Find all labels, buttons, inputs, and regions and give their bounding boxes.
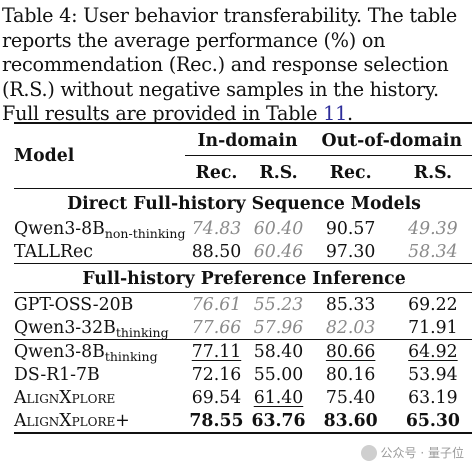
- cell-value: 63.19: [408, 387, 458, 408]
- model-name: DS-R1-7B: [14, 364, 100, 385]
- in-domain-header: In-domain: [185, 124, 310, 158]
- wechat-icon: [360, 444, 377, 461]
- cell-value: 77.66: [191, 317, 242, 338]
- cell-value: 61.40: [253, 387, 304, 408]
- table-row: DS-R1-7B 72.16 55.00 80.16 53.94: [14, 363, 472, 386]
- model-name: AlignXplore: [14, 387, 116, 408]
- out-of-domain-rs-header: R.S.: [413, 163, 453, 183]
- cell-value: 58.34: [408, 241, 458, 262]
- cell-value: 75.40: [325, 387, 376, 408]
- cell-value: 55.23: [253, 294, 304, 315]
- cell-value: 88.50: [191, 241, 242, 262]
- cell-value: 55.00: [253, 364, 304, 385]
- in-domain-rec-header: Rec.: [195, 163, 238, 183]
- model-name: TALLRec: [14, 241, 93, 262]
- section-title-direct: Direct Full-history Sequence Models: [67, 194, 421, 214]
- cell-value: 78.55: [189, 410, 244, 431]
- cell-value: 85.33: [325, 294, 376, 315]
- cell-value: 64.92: [408, 341, 458, 362]
- cell-value: 69.22: [408, 294, 458, 315]
- model-name: Qwen3-8Bnon-thinking: [14, 218, 186, 241]
- cell-value: 63.76: [251, 410, 306, 431]
- cell-value: 74.83: [191, 218, 242, 239]
- table-caption: Table 4: User behavior transferability. …: [2, 4, 468, 127]
- cell-value: 71.91: [408, 317, 458, 338]
- cell-value: 77.11: [191, 341, 242, 362]
- cell-value: 49.39: [408, 218, 458, 239]
- watermark: 公众号 · 量子位: [360, 444, 464, 461]
- cell-value: 60.46: [253, 241, 304, 262]
- cell-value: 53.94: [408, 364, 458, 385]
- table-row: Qwen3-8Bnon-thinking 74.83 60.40 90.57 4…: [14, 217, 472, 240]
- results-table: Model In-domain Out-of-domain Rec. R.S. …: [14, 122, 472, 435]
- out-of-domain-rec-header: Rec.: [329, 163, 372, 183]
- cell-value: 69.54: [191, 387, 242, 408]
- table-row: AlignXplore 69.54 61.40 75.40 63.19: [14, 386, 472, 409]
- cell-value: 65.30: [405, 410, 460, 431]
- table-row: TALLRec 88.50 60.46 97.30 58.34: [14, 240, 472, 264]
- caption-text: Table 4: User behavior transferability. …: [2, 4, 458, 125]
- cell-value: 97.30: [325, 241, 376, 262]
- table-row: Qwen3-32Bthinking 77.66 57.96 82.03 71.9…: [14, 316, 472, 340]
- cell-value: 72.16: [191, 364, 242, 385]
- cell-value: 80.16: [325, 364, 376, 385]
- caption-table-ref-link[interactable]: 11: [323, 102, 348, 125]
- table-row: Qwen3-8Bthinking 77.11 58.40 80.66 64.92: [14, 340, 472, 363]
- cell-value: 83.60: [323, 410, 378, 431]
- table-row: AlignXplore+ 78.55 63.76 83.60 65.30: [14, 409, 472, 433]
- in-domain-rs-header: R.S.: [259, 163, 298, 183]
- out-of-domain-header: Out-of-domain: [309, 124, 472, 158]
- cell-value: 90.57: [325, 218, 376, 239]
- model-name: GPT-OSS-20B: [14, 294, 134, 315]
- model-name: Qwen3-32Bthinking: [14, 317, 169, 340]
- watermark-text: 公众号 · 量子位: [380, 446, 464, 460]
- table-row: GPT-OSS-20B 76.61 55.23 85.33 69.22: [14, 293, 472, 316]
- cell-value: 57.96: [253, 317, 304, 338]
- cell-value: 58.40: [253, 341, 304, 362]
- model-column-header: Model: [14, 146, 75, 166]
- cell-value: 82.03: [325, 317, 376, 338]
- cell-value: 60.40: [253, 218, 304, 239]
- model-name: AlignXplore+: [14, 410, 130, 431]
- caption-end: .: [347, 102, 353, 125]
- cell-value: 76.61: [191, 294, 242, 315]
- section-title-preference: Full-history Preference Inference: [82, 269, 406, 289]
- cell-value: 80.66: [325, 341, 376, 362]
- model-name: Qwen3-8Bthinking: [14, 341, 158, 364]
